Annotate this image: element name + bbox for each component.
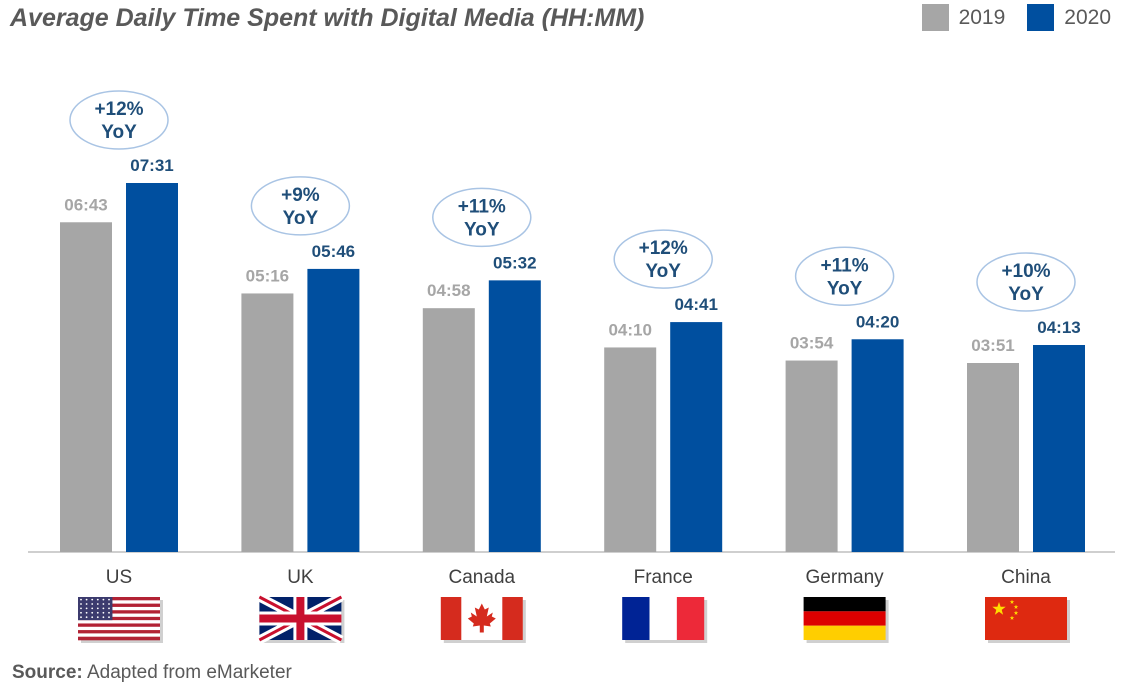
bar-france-2019 [604,347,657,552]
source-label: Source: [12,662,83,683]
legend-label-2020: 2020 [1064,5,1111,29]
category-label-china: China [1001,567,1051,588]
yoy-bubble-uk [250,176,351,236]
france-flag-icon [622,597,708,643]
legend-swatch-2020 [1027,4,1055,31]
legend-item-2020: 2020 [1027,4,1111,31]
data-label-france-2020: 04:41 [674,295,717,314]
bar-germany-2020 [851,339,904,552]
data-label-us-2020: 07:31 [130,156,173,175]
yoy-bubble-us [69,90,169,150]
yoy-text-us-0: +12% [94,99,143,120]
bar-germany-2019 [785,360,838,552]
uk-flag-icon [257,593,345,644]
legend-label-2019: 2019 [958,5,1006,29]
data-label-canada-2020: 05:32 [493,253,536,272]
data-label-germany-2020: 04:20 [856,312,899,331]
yoy-text-china-0: +10% [1001,261,1050,282]
bar-us-2020 [126,183,178,552]
data-label-uk-2020: 05:46 [312,242,355,261]
bar-france-2020 [670,322,723,552]
data-label-germany-2019: 03:54 [790,334,834,353]
canada-flag-icon [440,597,526,643]
data-label-china-2020: 04:13 [1037,318,1080,337]
bar-canada-2019 [422,308,475,552]
data-label-us-2019: 06:43 [64,195,107,214]
source-note: Source: Adapted from eMarketer [12,662,292,684]
china-flag-icon [985,597,1070,643]
bar-uk-2019 [241,293,294,552]
yoy-text-china-1: YoY [1008,284,1044,305]
bar-china-2020 [1033,345,1085,552]
category-label-us: US [106,567,132,588]
legend-item-2019: 2019 [921,4,1006,31]
yoy-bubble-china [976,252,1076,312]
data-label-canada-2019: 04:58 [427,281,470,300]
yoy-text-uk-1: YoY [283,208,319,229]
germany-flag-icon [803,597,889,643]
yoy-text-canada-1: YoY [464,219,500,240]
data-label-france-2019: 04:10 [608,320,651,339]
bar-uk-2020 [307,268,360,552]
yoy-text-france-0: +12% [639,238,688,259]
bar-us-2019 [60,222,112,553]
yoy-text-germany-1: YoY [827,278,863,299]
data-label-uk-2019: 05:16 [246,266,289,285]
yoy-text-germany-0: +11% [821,255,869,276]
us-flag-icon [78,597,163,643]
yoy-bubble-germany [794,246,895,307]
data-label-china-2019: 03:51 [971,336,1014,355]
yoy-text-canada-0: +11% [458,196,506,217]
category-label-uk: UK [287,567,314,588]
legend-swatch-2019 [921,4,949,31]
category-label-france: France [634,567,693,588]
category-label-canada: Canada [449,567,516,588]
yoy-bubble-france [613,229,713,289]
bar-canada-2020 [488,280,541,552]
yoy-text-france-1: YoY [645,261,681,282]
yoy-bubble-canada [432,187,532,248]
bar-china-2019 [967,363,1019,552]
legend: 2019 2020 [900,4,1111,31]
category-label-germany: Germany [806,567,885,588]
chart-title: Average Daily Time Spent with Digital Me… [10,4,645,32]
yoy-text-us-1: YoY [101,122,137,143]
source-text: Adapted from eMarketer [82,662,292,683]
yoy-text-uk-0: +9% [281,185,320,206]
